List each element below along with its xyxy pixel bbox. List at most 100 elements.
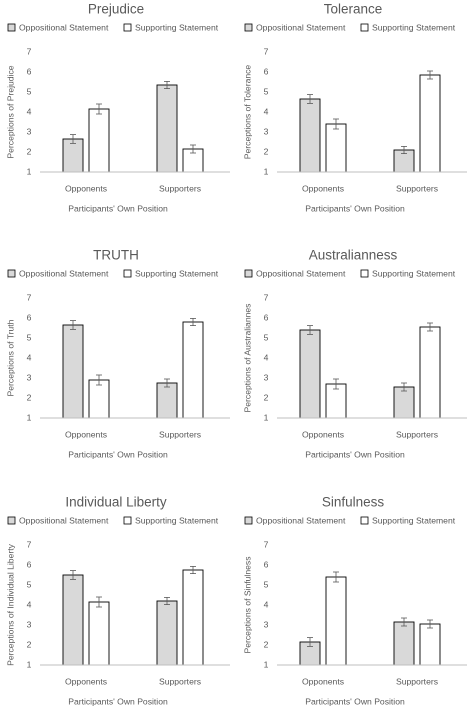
y-axis-label: Perceptions of Prejudice <box>5 65 15 158</box>
legend-label: Supporting Statement <box>135 22 219 32</box>
chart-title: Tolerance <box>324 2 383 17</box>
y-tick-label: 4 <box>264 599 269 609</box>
y-tick-label: 1 <box>27 659 32 669</box>
y-tick-label: 5 <box>264 332 269 342</box>
y-tick-label: 7 <box>27 292 32 302</box>
y-tick-label: 1 <box>264 166 269 176</box>
y-tick-label: 7 <box>27 46 32 56</box>
bar-oppositional-opponents <box>299 329 321 419</box>
y-tick-label: 3 <box>27 372 32 382</box>
bar-supporting-opponents <box>88 108 110 173</box>
category-label: Supporters <box>159 183 201 193</box>
category-label: Opponents <box>302 183 344 193</box>
chart-panel-4: Australianness Oppositional Statement Supp… <box>242 248 467 459</box>
category-label: Supporters <box>159 676 201 686</box>
bar-supporting-opponents <box>88 379 110 419</box>
bar-supporting-opponents <box>88 601 110 666</box>
chart-panel-6: Sinfulness Oppositional Statement Supporti… <box>242 495 467 706</box>
category-label: Supporters <box>396 429 438 439</box>
y-tick-label: 1 <box>27 412 32 422</box>
bar-supporting-supporters <box>419 326 441 419</box>
bar-oppositional-supporters <box>393 621 415 666</box>
category-label: Supporters <box>396 183 438 193</box>
error-bar <box>96 596 102 608</box>
legend-label: Supporting Statement <box>372 515 456 525</box>
chart-panel-1: Prejudice Oppositional Statement Supportin… <box>5 2 230 213</box>
legend-swatch-oppositional <box>7 269 16 278</box>
y-tick-label: 7 <box>27 539 32 549</box>
y-tick-label: 4 <box>264 352 269 362</box>
y-tick-label: 6 <box>27 66 32 76</box>
bar-oppositional-opponents <box>62 574 84 666</box>
error-bar <box>427 322 433 332</box>
legend-label: Supporting Statement <box>135 515 219 525</box>
y-tick-label: 6 <box>27 312 32 322</box>
legend-swatch-supporting <box>123 23 132 32</box>
error-bar <box>401 382 407 392</box>
y-tick-label: 2 <box>27 146 32 156</box>
y-tick-label: 6 <box>264 312 269 322</box>
y-tick-label: 1 <box>264 659 269 669</box>
y-tick-label: 4 <box>264 106 269 116</box>
y-tick-label: 5 <box>264 86 269 96</box>
chart-panel-2: Tolerance Oppositional Statement Supportin… <box>242 2 467 213</box>
legend-label: Oppositional Statement <box>256 268 346 278</box>
bar-supporting-supporters <box>182 569 204 666</box>
category-label: Supporters <box>159 429 201 439</box>
error-bar <box>70 570 76 580</box>
y-axis-label: Perceptions of Sinfulness <box>242 557 252 654</box>
chart-title: Australianness <box>309 248 398 263</box>
bar-oppositional-supporters <box>156 600 178 666</box>
x-axis-label: Participants' Own Position <box>305 696 405 706</box>
bar-oppositional-supporters <box>156 84 178 173</box>
y-tick-label: 6 <box>264 66 269 76</box>
legend-label: Supporting Statement <box>372 268 456 278</box>
y-tick-label: 6 <box>264 559 269 569</box>
bar-oppositional-supporters <box>393 386 415 419</box>
y-tick-label: 4 <box>27 106 32 116</box>
error-bar <box>70 320 76 330</box>
error-bar <box>401 617 407 627</box>
y-tick-label: 3 <box>264 372 269 382</box>
y-tick-label: 1 <box>27 166 32 176</box>
y-tick-label: 7 <box>264 46 269 56</box>
y-tick-label: 2 <box>27 639 32 649</box>
y-tick-label: 5 <box>264 579 269 589</box>
legend-label: Oppositional Statement <box>256 22 346 32</box>
legend-swatch-oppositional <box>244 23 253 32</box>
y-tick-label: 3 <box>27 126 32 136</box>
legend-swatch-supporting <box>360 269 369 278</box>
x-axis-label: Participants' Own Position <box>68 449 168 459</box>
x-axis-label: Participants' Own Position <box>68 203 168 213</box>
y-tick-label: 2 <box>264 392 269 402</box>
error-bar <box>401 145 407 155</box>
chart-title: Prejudice <box>88 2 144 17</box>
y-tick-label: 3 <box>264 619 269 629</box>
error-bar <box>333 118 339 130</box>
y-tick-label: 4 <box>27 352 32 362</box>
y-tick-label: 5 <box>27 86 32 96</box>
chart-panel-3: TRUTH Oppositional Statement Supporting St… <box>5 248 230 459</box>
error-bar <box>164 81 170 89</box>
legend-swatch-oppositional <box>244 516 253 525</box>
error-bar <box>333 378 339 390</box>
error-bar <box>164 378 170 388</box>
y-tick-label: 7 <box>264 292 269 302</box>
y-tick-label: 3 <box>27 619 32 629</box>
legend-swatch-supporting <box>123 269 132 278</box>
y-tick-label: 4 <box>27 599 32 609</box>
error-bar <box>190 144 196 154</box>
category-label: Opponents <box>65 183 107 193</box>
error-bar <box>164 597 170 605</box>
legend-swatch-supporting <box>360 23 369 32</box>
bar-oppositional-opponents <box>62 324 84 419</box>
error-bar <box>96 103 102 115</box>
y-tick-label: 2 <box>264 639 269 649</box>
bar-supporting-supporters <box>182 321 204 419</box>
bar-supporting-opponents <box>325 123 347 173</box>
chart-title: Sinfulness <box>322 495 385 510</box>
y-tick-label: 5 <box>27 579 32 589</box>
bar-oppositional-opponents <box>62 138 84 173</box>
legend-label: Oppositional Statement <box>256 515 346 525</box>
y-tick-label: 1 <box>264 412 269 422</box>
